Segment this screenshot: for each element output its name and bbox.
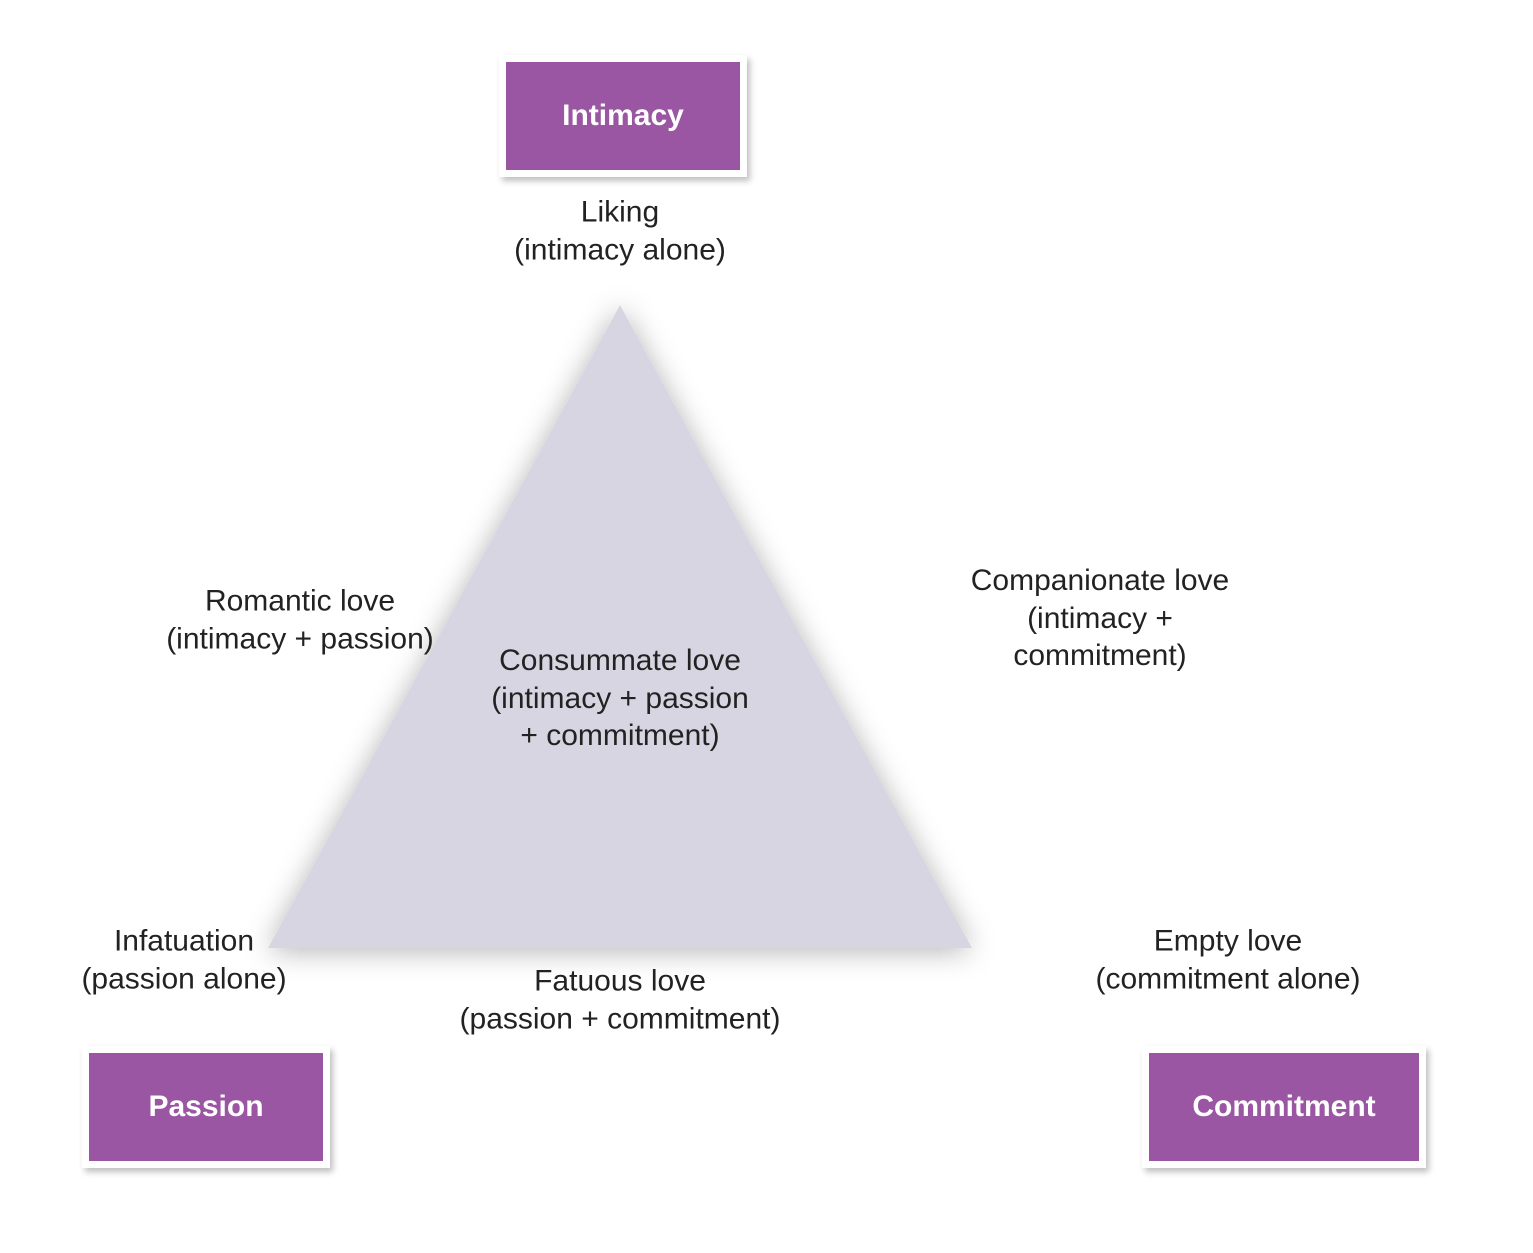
vertex-passion-label: Passion [148, 1090, 263, 1124]
label-consummate-love: Consummate love (intimacy + passion + co… [320, 642, 920, 755]
label-empty-love: Empty love (commitment alone) [928, 923, 1528, 998]
label-fatuous-love: Fatuous love (passion + commitment) [320, 963, 920, 1038]
vertex-commitment: Commitment [1142, 1046, 1426, 1168]
vertex-intimacy: Intimacy [499, 55, 747, 177]
label-liking: Liking (intimacy alone) [320, 194, 920, 269]
vertex-intimacy-label: Intimacy [562, 99, 684, 133]
vertex-commitment-label: Commitment [1192, 1090, 1375, 1124]
vertex-passion: Passion [82, 1046, 330, 1168]
